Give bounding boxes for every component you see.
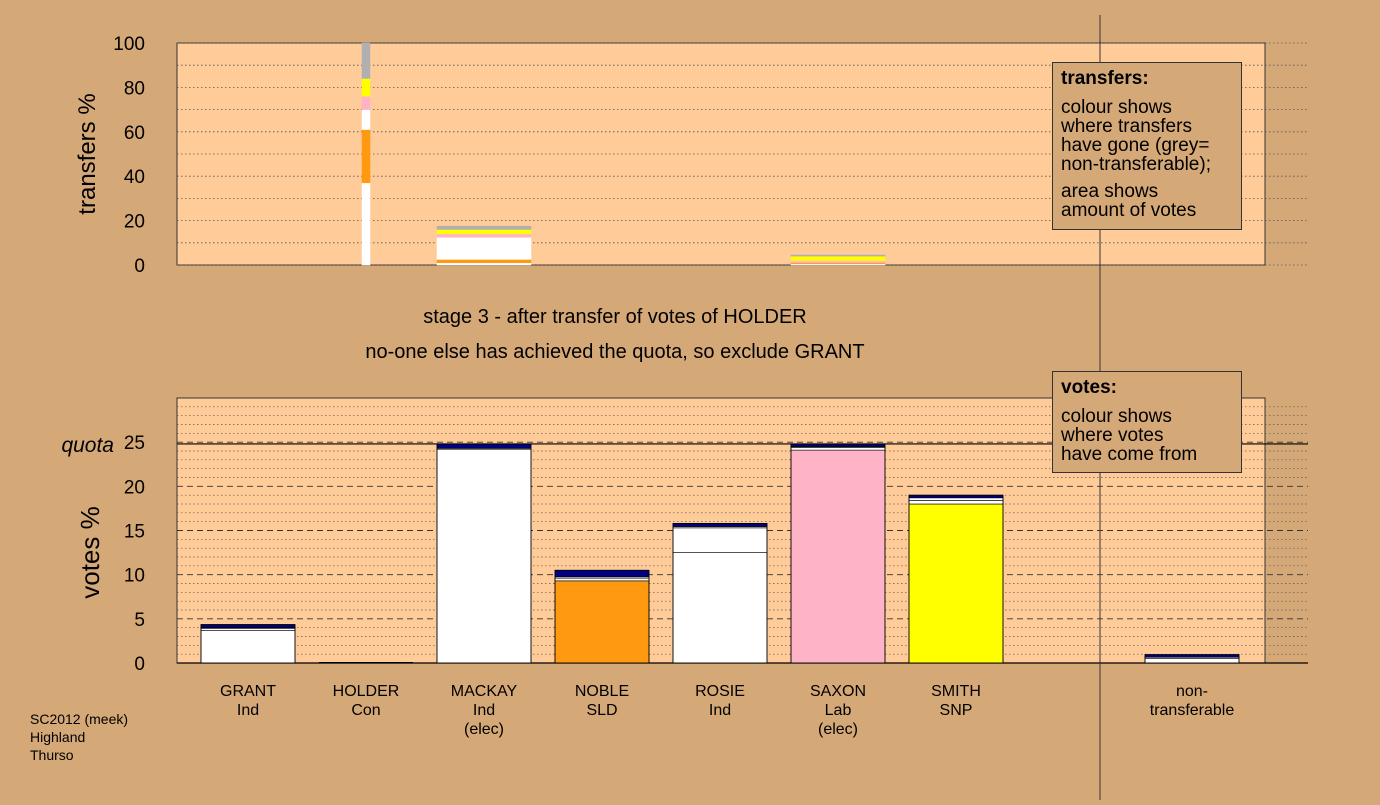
transfers-tick-label: 80 bbox=[124, 78, 145, 99]
votes-tick-label: 15 bbox=[124, 522, 145, 543]
vote-bar-outline bbox=[1144, 654, 1240, 664]
transfers-tick-label: 100 bbox=[113, 34, 145, 55]
legend-line: area shows bbox=[1061, 181, 1159, 202]
transfer-segment-mackay-non-transferable bbox=[436, 225, 532, 230]
vote-bar-outline bbox=[554, 569, 650, 664]
category-label: Con bbox=[351, 702, 380, 719]
category-label: HOLDER bbox=[333, 683, 400, 700]
category-label: SLD bbox=[586, 702, 617, 719]
transfer-segment-mackay-grant bbox=[436, 262, 532, 266]
vote-segment-rosie-1 bbox=[672, 527, 768, 553]
vote-segment-grant-3 bbox=[200, 624, 296, 628]
transfers-tick-label: 60 bbox=[124, 123, 145, 144]
transfer-segment-rosie-non-transferable bbox=[790, 254, 886, 257]
legend-line: have gone (grey= bbox=[1061, 135, 1210, 156]
quota-label: quota bbox=[61, 434, 114, 457]
transfer-segment-holder-rosie bbox=[361, 109, 371, 130]
category-label: ROSIE bbox=[695, 683, 745, 700]
vote-segment-mackay-0 bbox=[436, 448, 532, 664]
legend-line: where transfers bbox=[1061, 116, 1192, 137]
vote-segment-smith-2 bbox=[908, 497, 1004, 501]
transfers-tick-label: 0 bbox=[134, 256, 145, 277]
vote-segment-grant-0 bbox=[200, 630, 296, 664]
votes-tick-label: 10 bbox=[124, 566, 145, 587]
legend-line: non-transferable); bbox=[1061, 154, 1211, 175]
vote-segment-noble-1 bbox=[554, 577, 650, 582]
category-label: SAXON bbox=[810, 683, 866, 700]
vote-segment-saxon-1 bbox=[790, 447, 886, 451]
footer-election: SC2012 (meek) bbox=[30, 711, 129, 727]
vote-segment-noble-3 bbox=[554, 569, 650, 578]
transfers-axis-title: transfers % bbox=[74, 93, 101, 214]
legend-line: colour shows bbox=[1061, 406, 1172, 427]
category-label: (elec) bbox=[464, 721, 504, 738]
transfer-segment-holder-grant bbox=[361, 182, 371, 266]
legend-line: where votes bbox=[1061, 425, 1164, 446]
transfer-segment-rosie-smith bbox=[790, 255, 886, 261]
transfer-segment-mackay-smith bbox=[436, 229, 532, 235]
vote-bar-outline bbox=[908, 494, 1004, 664]
category-label: Ind bbox=[237, 702, 259, 719]
category-label: MACKAY bbox=[451, 683, 518, 700]
votes-tick-label: 5 bbox=[134, 610, 145, 631]
votes-tick-label: 20 bbox=[124, 477, 145, 498]
transfers-tick-label: 40 bbox=[124, 167, 145, 188]
vote-segment-smith-1 bbox=[908, 500, 1004, 505]
transfer-segment-holder-smith bbox=[361, 78, 371, 97]
votes-axis-title: votes % bbox=[75, 506, 105, 599]
footer-caption: SC2012 (meek) Highland Thurso bbox=[30, 710, 128, 764]
transfers-tick-label: 20 bbox=[124, 212, 145, 233]
legend-title: transfers: bbox=[1061, 68, 1149, 89]
footer-ward: Thurso bbox=[30, 747, 74, 763]
votes-tick-label: 0 bbox=[134, 654, 145, 675]
transfer-segment-holder-noble bbox=[361, 129, 371, 184]
category-label: SNP bbox=[940, 702, 973, 719]
stage-title: stage 3 - after transfer of votes of HOL… bbox=[423, 306, 807, 328]
transfer-segment-holder-non-transferable bbox=[361, 42, 371, 79]
legend-line: colour shows bbox=[1061, 97, 1172, 118]
transfer-segment-rosie-saxon bbox=[790, 260, 886, 264]
category-label: Lab bbox=[825, 702, 852, 719]
transfer-segment-holder-saxon bbox=[361, 96, 371, 110]
transfers-legend: transfers: colour shows where transfers hav… bbox=[1052, 62, 1242, 230]
vote-segment-rosie-3 bbox=[672, 523, 768, 527]
transfer-segment-mackay-noble bbox=[436, 259, 532, 264]
vote-segment-rosie-0 bbox=[672, 552, 768, 664]
vote-segment-smith-0 bbox=[908, 503, 1004, 664]
category-label: Ind bbox=[473, 702, 495, 719]
legend-line: amount of votes bbox=[1061, 200, 1197, 221]
vote-segment-nontransferable-0 bbox=[1144, 658, 1240, 664]
transfer-segment-mackay-saxon bbox=[436, 233, 532, 238]
vote-segment-noble-0 bbox=[554, 580, 650, 664]
stage-subtitle: no-one else has achieved the quota, so e… bbox=[365, 341, 865, 363]
vote-bar-outline bbox=[672, 523, 768, 664]
footer-council: Highland bbox=[30, 729, 86, 745]
category-label: (elec) bbox=[818, 721, 858, 738]
vote-segment-mackay-2 bbox=[436, 443, 532, 449]
category-label: Ind bbox=[709, 702, 731, 719]
vote-bar-outline bbox=[200, 624, 296, 664]
category-label: GRANT bbox=[220, 683, 276, 700]
category-label: transferable bbox=[1150, 702, 1235, 719]
transfer-segment-mackay-rosie bbox=[436, 237, 532, 260]
votes-legend: votes: colour shows where votes have come f… bbox=[1052, 371, 1242, 473]
legend-line: have come from bbox=[1061, 444, 1198, 465]
category-label: SMITH bbox=[931, 683, 981, 700]
votes-tick-label: 25 bbox=[124, 433, 145, 454]
legend-title: votes: bbox=[1061, 377, 1117, 398]
category-label: non- bbox=[1176, 683, 1208, 700]
category-label: NOBLE bbox=[575, 683, 629, 700]
vote-segment-saxon-0 bbox=[790, 449, 886, 664]
